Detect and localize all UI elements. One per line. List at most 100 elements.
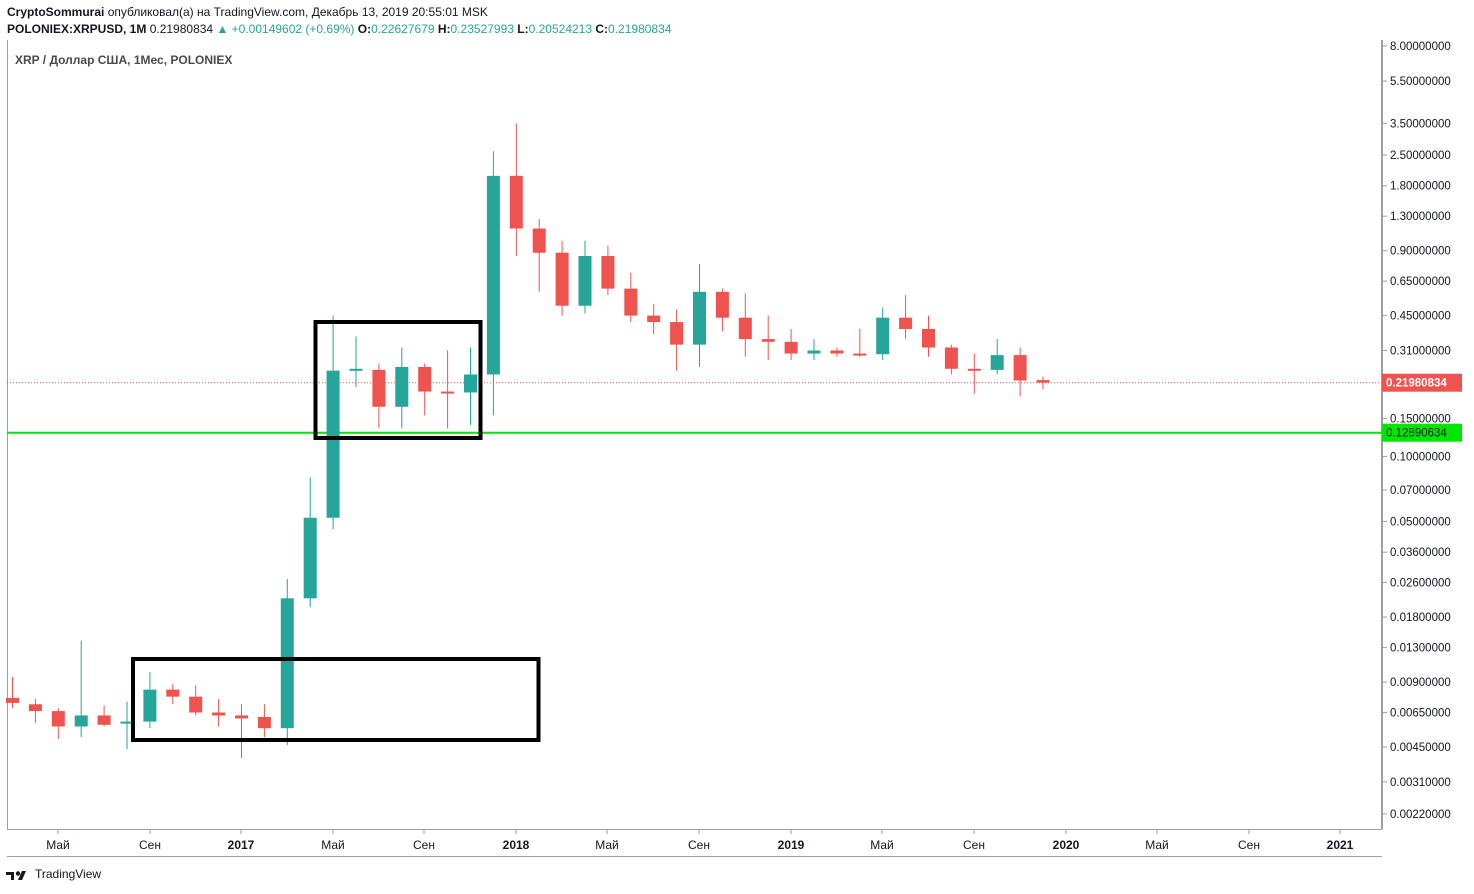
current-price-tag [1382, 373, 1462, 392]
candle-down [1036, 380, 1050, 383]
candle-down [28, 704, 42, 712]
x-tick-label: Май [1145, 838, 1169, 852]
author-name[interactable]: CryptoSommurai [7, 5, 105, 19]
low-label: L: [517, 22, 529, 36]
y-tick-label: 0.05000000 [1390, 516, 1451, 528]
footer-brand-label: TradingView [35, 867, 102, 881]
y-tick-label: 0.15000000 [1390, 413, 1451, 425]
candle-down [670, 322, 684, 345]
high-label: H: [437, 22, 451, 36]
candle-down [738, 317, 752, 340]
annotation-box-2017 [313, 320, 483, 440]
candle-down [555, 252, 569, 306]
y-tick-label: 0.00220000 [1390, 809, 1451, 821]
tradingview-logo-icon [6, 871, 26, 880]
y-tick-label: 0.45000000 [1390, 311, 1451, 323]
y-tick-label: 0.90000000 [1390, 246, 1451, 258]
open-value: 0.22627679 [371, 22, 435, 36]
candle-down [166, 689, 180, 697]
candle-down [6, 697, 19, 703]
y-tick-label: 5.50000000 [1390, 76, 1451, 88]
high-value: 0.23527993 [450, 22, 514, 36]
x-tick-label: Май [870, 838, 894, 852]
candle-up [807, 350, 821, 354]
candle-down [761, 339, 775, 342]
chart-symbol-label: XRP / Доллар США, 1Мес, POLONIEX [15, 53, 233, 67]
candle-down [715, 291, 729, 318]
support-price-tag [1382, 423, 1462, 442]
candle-down [372, 369, 386, 407]
candle-up [280, 598, 294, 729]
y-tick-label: 0.00450000 [1390, 742, 1451, 754]
candle-up [395, 366, 409, 407]
ohlc-legend: POLONIEX:XRPUSD, 1M 0.21980834 ▲ +0.0014… [7, 22, 671, 36]
y-tick-label: 0.03600000 [1390, 547, 1451, 559]
y-tick-label: 0.00900000 [1390, 677, 1451, 689]
x-tick-label: Май [595, 838, 619, 852]
y-tick-label: 0.02600000 [1390, 578, 1451, 590]
low-value: 0.20524213 [528, 22, 593, 36]
y-tick-label: 0.07000000 [1390, 485, 1451, 497]
y-tick-label: 1.30000000 [1390, 211, 1451, 223]
candle-down [51, 711, 65, 727]
candle-down [257, 716, 271, 729]
candle-down [601, 256, 615, 289]
annotation-box-2016 [131, 657, 541, 742]
open-label: O: [357, 22, 372, 36]
candle-down [97, 715, 111, 725]
candle-down [235, 715, 248, 719]
x-tick-label: Май [321, 838, 345, 852]
footer-brand[interactable]: TradingView [5, 867, 101, 881]
candle-up [486, 175, 500, 375]
candle-up [578, 256, 592, 306]
candle-down [509, 175, 523, 229]
x-tick-label: 2018 [503, 838, 530, 852]
y-tick-label: 0.65000000 [1390, 276, 1451, 288]
y-tick-label: 8.00000000 [1390, 41, 1451, 53]
x-tick-label: 2021 [1327, 838, 1354, 852]
candle-down [189, 696, 203, 713]
candle-down [784, 341, 798, 354]
candle-down [1013, 355, 1027, 381]
y-tick-label: 0.01300000 [1390, 643, 1451, 655]
x-tick-label: Май [46, 838, 70, 852]
x-tick-label: 2020 [1053, 838, 1080, 852]
x-tick-label: Сен [688, 838, 710, 852]
candle-down [967, 368, 981, 371]
y-tick-label: 3.50000000 [1390, 118, 1451, 130]
candle-up [349, 368, 363, 371]
published-text: опубликовал(а) на TradingView.com, Декаб… [104, 5, 488, 19]
candle-down [853, 353, 867, 356]
y-tick-label: 0.00310000 [1390, 777, 1451, 789]
candle-up [326, 370, 340, 518]
time-axis[interactable] [7, 829, 1382, 857]
price-change: ▲ +0.00149602 (+0.69%) [216, 22, 355, 36]
candle-up [303, 517, 317, 599]
candle-down [830, 350, 844, 354]
candle-down [212, 712, 226, 716]
close-value: 0.21980834 [608, 22, 672, 36]
candle-down [532, 228, 546, 253]
x-tick-label: Сен [1238, 838, 1260, 852]
chart-pane[interactable] [7, 40, 1382, 829]
candle-down [624, 288, 638, 316]
y-tick-label: 0.01800000 [1390, 612, 1451, 624]
candle-down [922, 328, 935, 348]
candle-down [647, 315, 661, 323]
candle-down [899, 317, 913, 329]
close-label: C: [595, 22, 609, 36]
x-tick-label: 2019 [778, 838, 805, 852]
last-price: 0.21980834 [149, 22, 214, 36]
candle-up [120, 721, 134, 724]
current-price-label: 0.21980834 [1386, 378, 1447, 390]
x-tick-label: Сен [139, 838, 161, 852]
candle-up [464, 374, 477, 393]
x-tick-label: Сен [413, 838, 435, 852]
y-tick-label: 2.50000000 [1390, 150, 1451, 162]
candle-down [441, 391, 455, 394]
candle-down [944, 347, 958, 369]
candle-up [693, 291, 706, 345]
x-tick-label: 2017 [228, 838, 255, 852]
candle-up [74, 715, 88, 727]
